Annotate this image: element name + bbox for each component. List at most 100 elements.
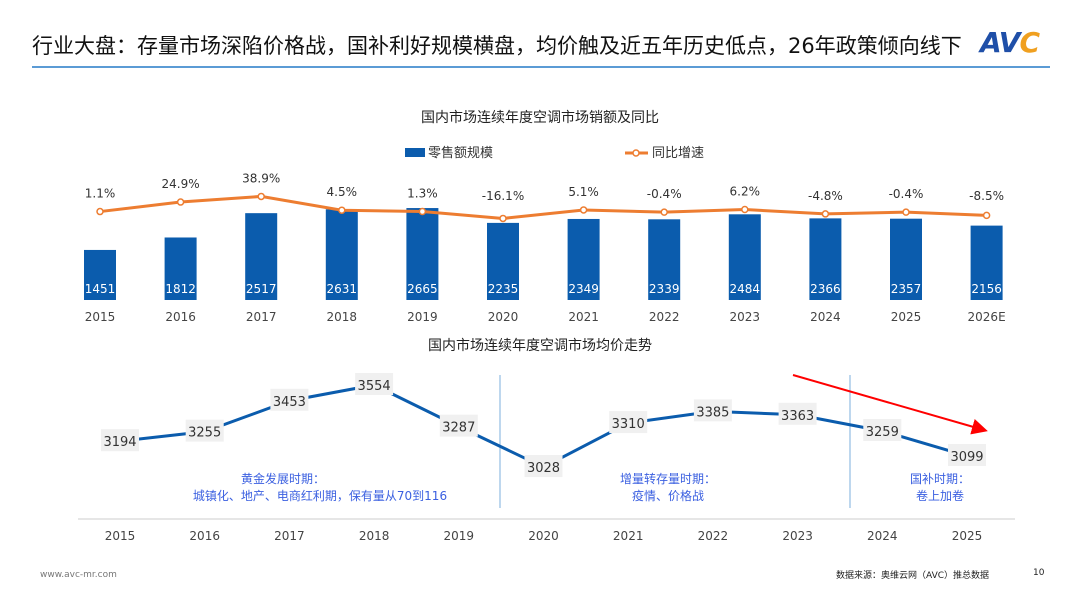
- price-label-bg: [948, 443, 986, 466]
- x-tick-label: 2025: [952, 529, 983, 543]
- growth-label: -4.8%: [808, 189, 843, 203]
- price-label-bg: [863, 419, 902, 442]
- price-label: 3099: [950, 450, 983, 465]
- x-tick-label: 2026E: [968, 310, 1006, 324]
- growth-point: [741, 205, 749, 214]
- x-tick-label: 2025: [891, 310, 922, 324]
- x-tick-label: 2022: [649, 310, 680, 324]
- x-tick-label: 2019: [407, 310, 438, 324]
- growth-point: [982, 211, 991, 220]
- price-label-bg: [524, 455, 563, 478]
- bar-value-label: 1451: [85, 282, 116, 296]
- growth-label: 38.9%: [242, 171, 280, 185]
- growth-line: [99, 194, 987, 220]
- price-label: 3385: [696, 405, 729, 420]
- x-tick-label: 2015: [85, 310, 116, 324]
- growth-label: 5.1%: [568, 185, 599, 199]
- price-label: 3028: [527, 461, 560, 476]
- x-tick-label: 2021: [568, 310, 599, 324]
- price-label: 3363: [781, 409, 814, 424]
- bar-value-label: 2631: [327, 282, 358, 296]
- x-tick-label: 2022: [698, 529, 729, 543]
- avc-logo: AVC: [980, 26, 1040, 59]
- growth-label: -0.4%: [647, 187, 682, 201]
- x-tick-label: 2020: [488, 310, 519, 324]
- bar: [325, 209, 358, 300]
- growth-label: 1.1%: [85, 187, 116, 201]
- bar-value-label: 2339: [649, 282, 680, 296]
- price-label: 3554: [358, 379, 391, 394]
- growth-point: [96, 207, 104, 216]
- bar-value-label: 2349: [568, 282, 599, 296]
- x-tick-label: 2018: [327, 310, 358, 324]
- data-source: 数据来源：奥维云网（AVC）推总数据: [836, 571, 990, 581]
- bar: [84, 249, 116, 300]
- growth-point: [418, 207, 427, 216]
- growth-point: [499, 214, 507, 223]
- legend-line-label: 同比增速: [652, 146, 704, 161]
- bar: [567, 218, 600, 300]
- price-label: 3310: [612, 417, 645, 432]
- price-label-bg: [185, 419, 224, 442]
- x-tick-label: 2020: [528, 529, 559, 543]
- price-label: 3287: [442, 421, 475, 436]
- price-label-bg: [609, 411, 648, 434]
- period-annotation: 城镇化、地产、电商红利期，保有量从70到116: [193, 488, 447, 503]
- growth-label: 24.9%: [162, 177, 200, 191]
- chart1-title: 国内市场连续年度空调市场销额及同比: [421, 109, 659, 126]
- growth-point: [579, 206, 588, 214]
- bar: [648, 219, 681, 300]
- price-label-bg: [355, 373, 394, 395]
- price-label-bg: [693, 399, 732, 422]
- bar-value-label: 2517: [246, 282, 277, 296]
- legend-line-marker: [632, 149, 640, 157]
- x-tick-label: 2016: [165, 310, 196, 324]
- bar: [728, 214, 761, 300]
- bar: [245, 213, 278, 300]
- growth-label: -0.4%: [889, 187, 924, 201]
- bar-value-label: 2484: [730, 282, 761, 296]
- x-tick-label: 2018: [359, 529, 390, 543]
- growth-label: 4.5%: [327, 185, 358, 199]
- bar-value-label: 2156: [971, 282, 1002, 296]
- growth-label: 6.2%: [730, 185, 761, 199]
- x-tick-label: 2015: [105, 529, 136, 543]
- x-tick-label: 2019: [444, 529, 475, 543]
- growth-label: -16.1%: [482, 189, 524, 203]
- x-tick-label: 2024: [867, 529, 898, 543]
- x-tick-label: 2017: [246, 310, 277, 324]
- growth-label: -8.5%: [969, 189, 1004, 203]
- bar: [809, 218, 842, 300]
- period-annotation: 增量转存量时期：: [620, 471, 716, 486]
- period-annotation: 国补时期：: [910, 472, 970, 486]
- legend-bar-label: 零售额规模: [428, 145, 493, 161]
- price-label-bg: [270, 388, 309, 411]
- chart2-title: 国内市场连续年度空调市场均价走势: [428, 337, 652, 354]
- price-label: 3194: [103, 435, 136, 450]
- x-tick-label: 2024: [810, 310, 841, 324]
- x-tick-label: 2016: [189, 529, 220, 543]
- x-tick-label: 2023: [782, 529, 813, 543]
- bar-value-label: 2366: [810, 282, 841, 296]
- growth-point: [176, 198, 185, 206]
- period-annotation: 疫情、价格战: [632, 488, 704, 503]
- price-label: 3259: [866, 425, 899, 440]
- page-title: 行业大盘：存量市场深陷价格战，国补利好规模横盘，均价触及近五年历史低点，26年政…: [32, 34, 962, 58]
- bar: [487, 222, 519, 300]
- bar-value-label: 1812: [165, 282, 196, 296]
- growth-point: [257, 192, 265, 201]
- page-number: 10: [1033, 568, 1045, 578]
- x-tick-label: 2023: [730, 310, 761, 324]
- website: www.avc-mr.com: [40, 570, 117, 580]
- legend-bar-swatch: [405, 148, 425, 157]
- price-label: 3255: [188, 426, 221, 441]
- period-annotation: 黄金发展时期：: [241, 471, 325, 486]
- growth-point: [338, 206, 346, 214]
- bar: [890, 218, 922, 300]
- bar: [970, 225, 1003, 300]
- title-divider: [32, 66, 1050, 68]
- price-label-bg: [101, 429, 139, 452]
- bar-value-label: 2665: [407, 282, 438, 296]
- x-tick-label: 2021: [613, 529, 644, 543]
